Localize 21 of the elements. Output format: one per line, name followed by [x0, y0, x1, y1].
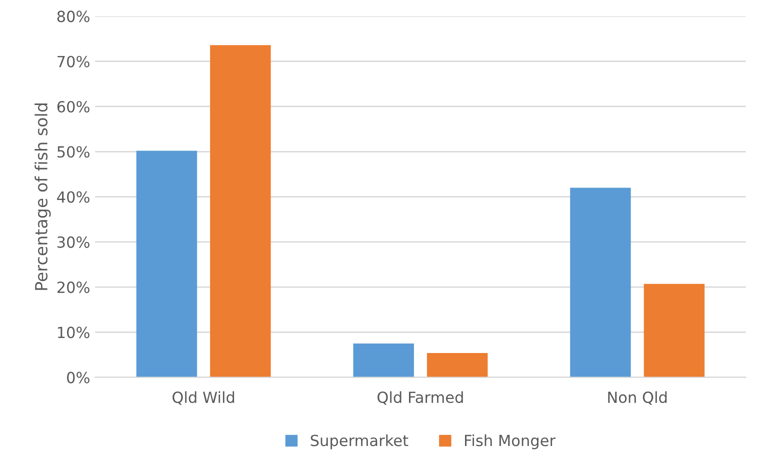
y-tick-label: 0%	[67, 372, 90, 384]
bar	[136, 150, 198, 378]
legend-label: Fish Monger	[465, 434, 556, 450]
y-tick-label: 20%	[57, 282, 90, 294]
y-tick-label: 30%	[57, 236, 90, 248]
bar	[570, 188, 631, 378]
x-tick-label: Qld Farmed	[378, 391, 463, 405]
bar	[210, 45, 271, 378]
x-tick-label: Qld Wild	[172, 391, 234, 405]
bar	[426, 352, 488, 378]
y-tick-label: 60%	[57, 100, 90, 113]
y-axis-title: Percentage of fish sold	[34, 104, 51, 290]
y-tick-label: 40%	[57, 191, 90, 203]
legend-label: Supermarket	[310, 434, 408, 450]
y-tick-label: 10%	[58, 326, 90, 338]
bar	[353, 343, 414, 378]
x-tick-label: Non Qld	[608, 391, 667, 405]
y-tick-label: 50%	[57, 146, 90, 158]
y-tick-label: 80%	[57, 10, 90, 22]
bar	[644, 284, 705, 378]
y-tick-label: 70%	[58, 56, 90, 68]
